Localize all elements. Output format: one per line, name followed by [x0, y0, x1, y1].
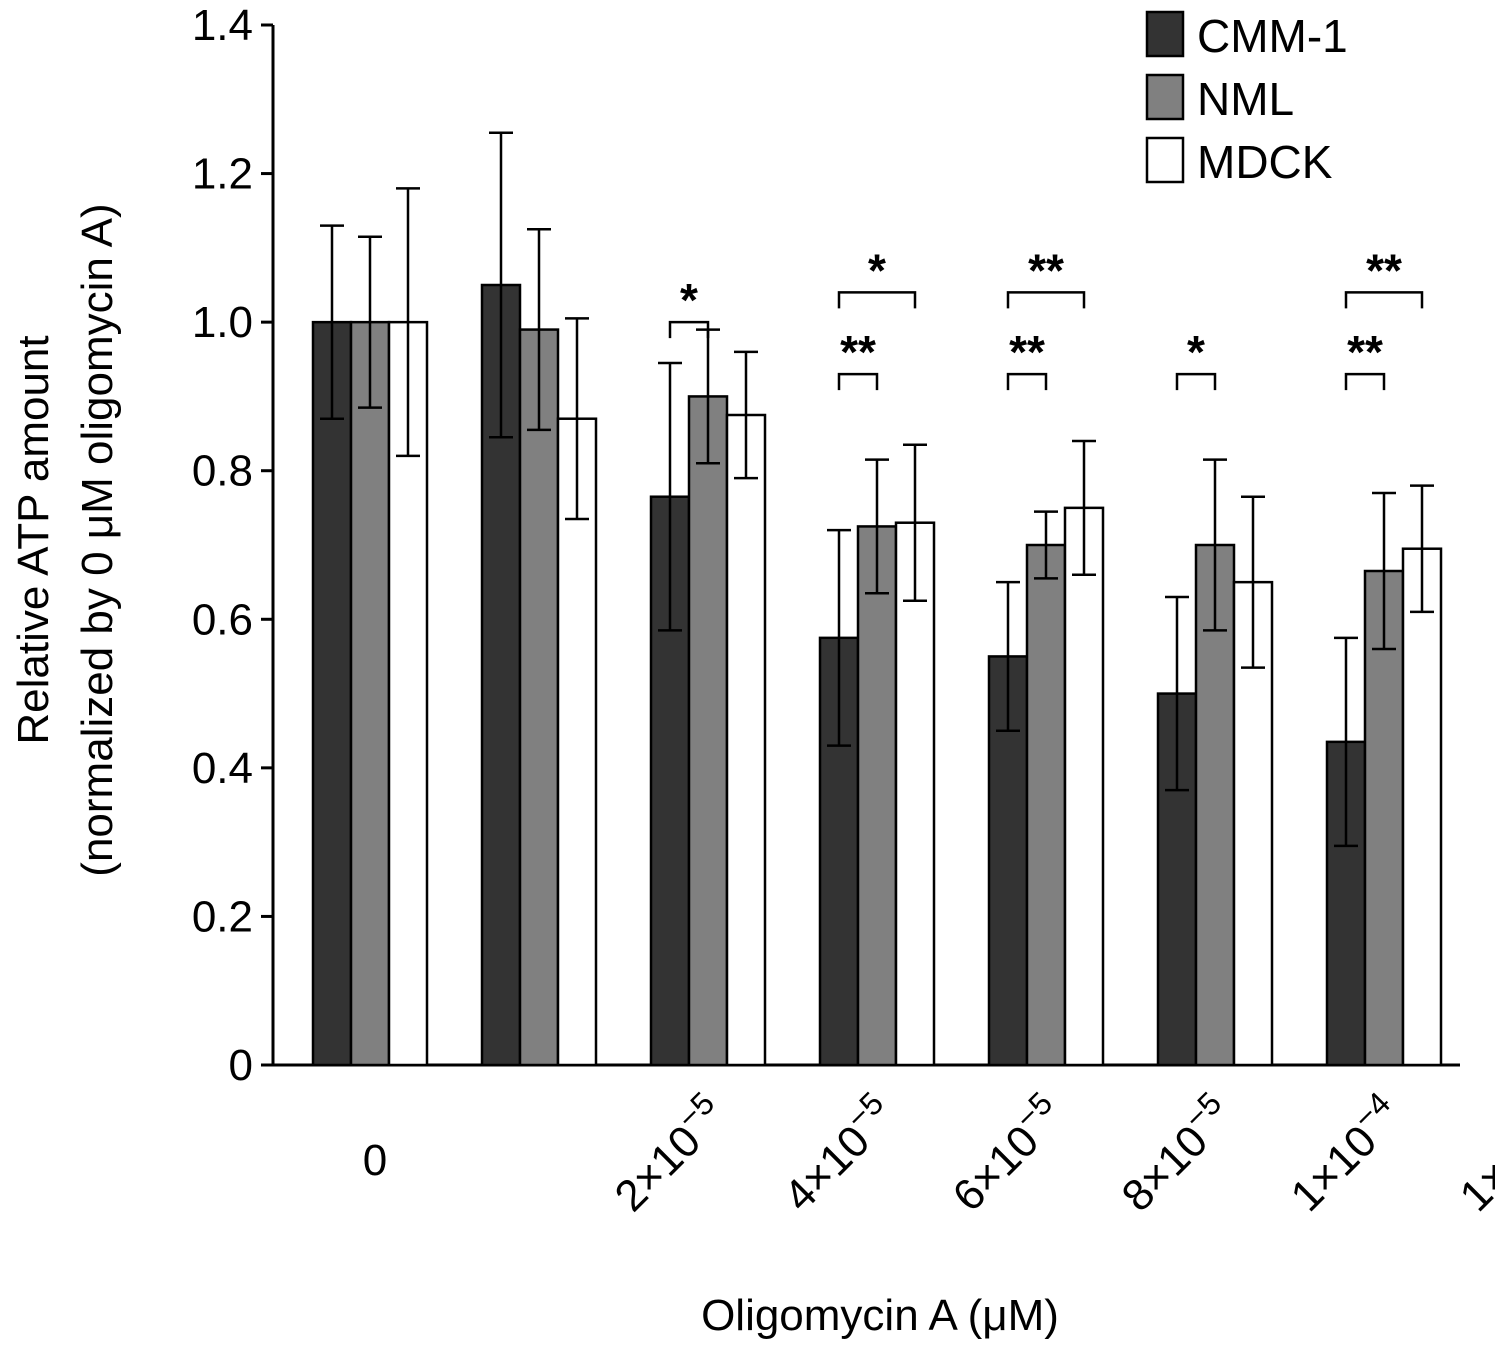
plot-area: 0 0.2 0.4 0.6 0.8 1.0 1.2 1.4 0 2×10−54×10−56×10−…	[192, 1, 1495, 1221]
y-axis-title-line1: Relative ATP amount	[9, 335, 58, 744]
bar-mdck	[1401, 547, 1443, 1067]
significance-bracket	[1344, 372, 1386, 391]
bar-nml	[1025, 543, 1067, 1067]
legend-swatch-cmm-1	[1145, 10, 1185, 58]
significance-marker: **	[1028, 244, 1064, 296]
x-tick-label: 4×10−5	[769, 1085, 905, 1221]
significance-marker: *	[680, 274, 698, 326]
legend-label: MDCK	[1197, 136, 1333, 188]
significance-marker: **	[1347, 326, 1383, 378]
significance-marker: **	[840, 326, 876, 378]
bar-cmm-1	[311, 320, 353, 1067]
significance-marker: *	[1187, 326, 1205, 378]
significance-marker: **	[1366, 244, 1402, 296]
legend-swatch-mdck	[1145, 136, 1185, 184]
y-tick-label: 1.4	[192, 1, 253, 50]
bar-nml	[856, 525, 898, 1067]
significance-bracket	[1006, 291, 1086, 309]
significance-marker: *	[868, 244, 886, 296]
bar-nml	[1363, 569, 1405, 1067]
significance-bracket	[1175, 372, 1217, 391]
y-tick-label: 0.4	[192, 744, 253, 793]
significance-marker: **	[1009, 326, 1045, 378]
legend: CMM-1 NML MDCK	[1145, 10, 1348, 188]
x-tick-label: 1×10−4	[1276, 1085, 1412, 1221]
x-axis-title: Oligomycin A (μM)	[701, 1291, 1059, 1340]
legend-label: CMM-1	[1197, 10, 1348, 62]
significance-bracket	[1344, 291, 1424, 309]
significance-bracket	[837, 372, 879, 391]
y-tick-label: 1.0	[192, 298, 253, 347]
bar-nml	[349, 320, 391, 1067]
x-tick-label: 2×10−5	[600, 1085, 736, 1221]
x-tick-label: 0	[363, 1136, 387, 1185]
legend-swatch-nml	[1145, 73, 1185, 121]
x-tick-label: 6×10−5	[938, 1085, 1074, 1221]
legend-label: NML	[1197, 73, 1294, 125]
y-tick-label: 0.2	[192, 892, 253, 941]
y-tick-label: 1.2	[192, 150, 253, 199]
y-axis-title: Relative ATP amount (normalized by 0 μM …	[9, 203, 122, 876]
significance-bracket	[1006, 372, 1048, 391]
bar-mdck	[894, 521, 936, 1067]
significance-bracket	[837, 291, 917, 309]
significance-bracket	[668, 320, 710, 339]
bar-nml	[687, 395, 729, 1067]
y-tick-label: 0.6	[192, 595, 253, 644]
bar-nml	[518, 328, 560, 1067]
bar-mdck	[1063, 506, 1105, 1067]
y-axis-title-line2: (normalized by 0 μM oligomycin A)	[73, 203, 122, 876]
x-tick-label: 1×10−3	[1445, 1085, 1495, 1221]
y-tick-label: 0	[229, 1041, 253, 1090]
x-tick-label: 8×10−5	[1107, 1085, 1243, 1221]
bar-mdck	[725, 413, 767, 1067]
y-tick-label: 0.8	[192, 447, 253, 496]
